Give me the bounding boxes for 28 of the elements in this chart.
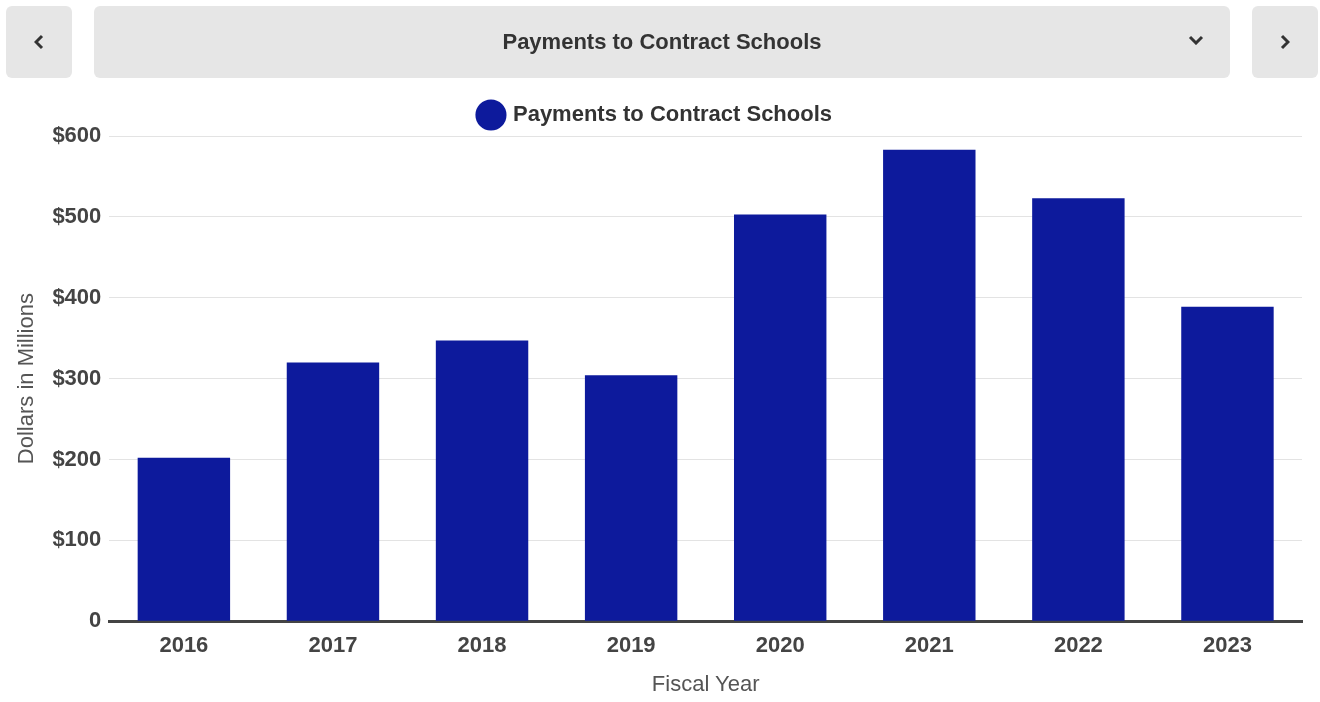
x-tick-label: 2023	[1202, 632, 1252, 658]
bar	[1032, 198, 1125, 621]
y-tick-label: $600	[52, 122, 102, 148]
bar	[734, 214, 827, 621]
x-tick-label: 2020	[755, 632, 805, 658]
x-tick-label: 2018	[457, 632, 507, 658]
bar	[286, 362, 380, 621]
y-tick-label: $300	[52, 364, 102, 390]
y-tick-label: $200	[52, 445, 102, 471]
y-tick-label: $500	[52, 202, 102, 228]
y-axis-title: Dollars in Millions	[13, 293, 39, 465]
x-axis-title: Fiscal Year	[651, 670, 760, 696]
dropdown-select: Payments to Contract Schools	[94, 6, 1230, 78]
x-tick-label: 2019	[606, 632, 656, 658]
y-tick-label: 0	[89, 607, 102, 633]
bar	[1181, 306, 1274, 621]
legend-label: Payments to Contract Schools	[512, 101, 833, 127]
x-tick-label: 2016	[159, 632, 209, 658]
bar	[137, 457, 231, 621]
chart-title: Payments to Contract Schools	[502, 29, 822, 55]
bar	[435, 340, 529, 621]
bar	[883, 149, 976, 621]
x-tick-label: 2022	[1053, 632, 1103, 658]
bar	[584, 375, 678, 621]
x-tick-label: 2017	[308, 632, 358, 658]
y-tick-label: $400	[52, 283, 102, 309]
y-tick-label: $100	[52, 526, 102, 552]
x-tick-label: 2021	[904, 632, 954, 658]
